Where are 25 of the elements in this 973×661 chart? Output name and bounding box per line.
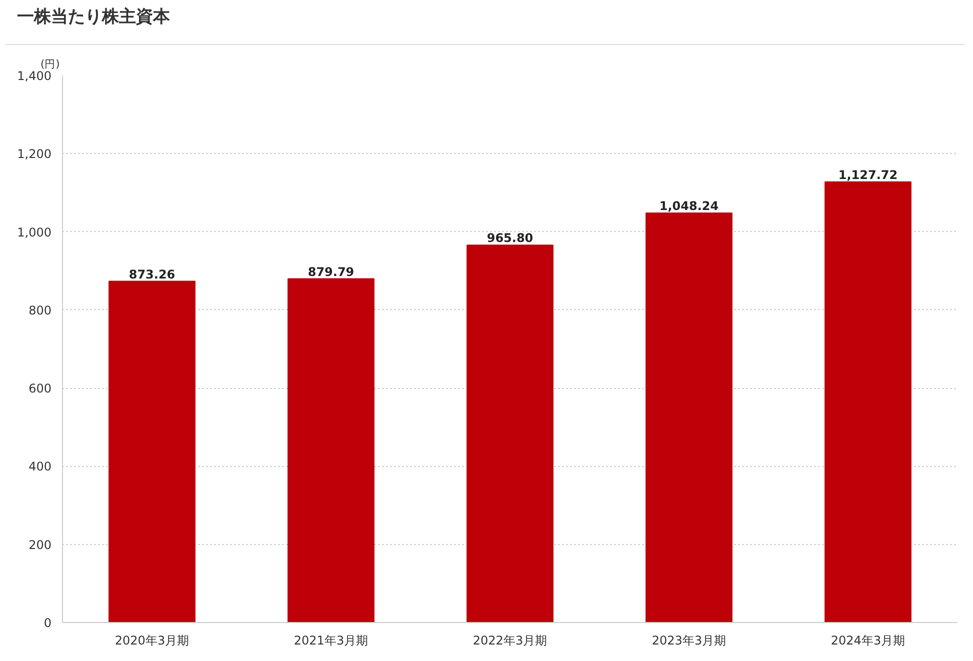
- y-tick-label: 200: [28, 538, 52, 552]
- bar: [646, 212, 732, 622]
- y-tick-label: 600: [28, 382, 52, 396]
- bar: [288, 278, 374, 622]
- y-axis-title: (円): [40, 58, 60, 70]
- y-tick-label: 1,200: [17, 147, 52, 162]
- bar: [466, 244, 554, 622]
- data-label: 879.79: [308, 264, 354, 279]
- x-tick-label: 2020年3月期: [114, 634, 190, 648]
- data-label: 1,127.72: [838, 168, 898, 182]
- x-tick-label: 2024年3月期: [830, 634, 906, 648]
- bar: [824, 181, 912, 622]
- data-label: 965.80: [486, 231, 534, 246]
- data-label: 1,048.24: [659, 198, 719, 213]
- x-tick-label: 2022年3月期: [472, 634, 548, 648]
- data-label: 873.26: [128, 267, 176, 282]
- chart-title: 一株当たり株主資本: [17, 6, 170, 29]
- y-tick-label: 400: [28, 460, 52, 474]
- bar: [108, 280, 196, 622]
- x-tick-label: 2023年3月期: [652, 634, 726, 648]
- y-tick-label: 0: [44, 616, 52, 630]
- y-tick-label: 800: [28, 303, 52, 318]
- x-tick-label: 2021年3月期: [294, 634, 368, 648]
- y-tick-label: 1,400: [17, 69, 52, 83]
- y-tick-label: 1,000: [17, 225, 52, 240]
